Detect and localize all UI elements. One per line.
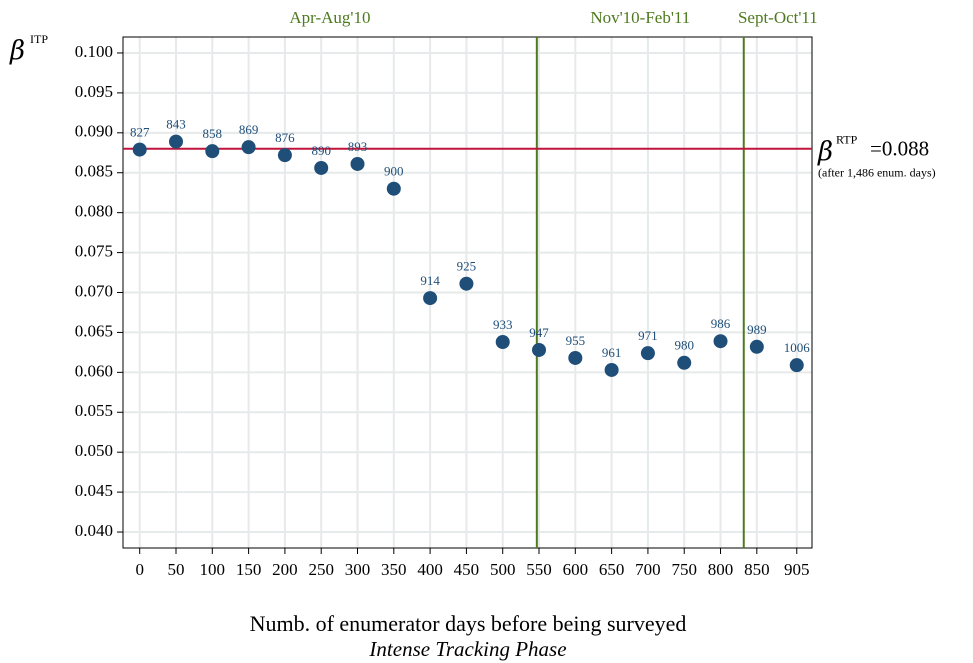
y-axis-label-sup: ITP xyxy=(30,32,48,46)
point xyxy=(532,342,547,357)
x-tick-label: 0 xyxy=(135,560,144,579)
phase-label: Sept-Oct'11 xyxy=(738,8,818,27)
phase-label: Apr-Aug'10 xyxy=(289,8,370,27)
point-label: 914 xyxy=(420,273,440,288)
y-tick-label: 0.040 xyxy=(75,521,113,540)
point-label: 947 xyxy=(529,325,549,340)
point xyxy=(749,339,764,354)
point-label: 858 xyxy=(203,126,223,141)
point xyxy=(604,362,619,377)
x-tick-label: 700 xyxy=(635,560,661,579)
point-label: 961 xyxy=(602,345,622,360)
y-tick-label: 0.100 xyxy=(75,42,113,61)
point xyxy=(640,346,655,361)
x-tick-label: 50 xyxy=(168,560,185,579)
point xyxy=(350,156,365,171)
y-tick-label: 0.065 xyxy=(75,321,113,340)
y-tick-label: 0.070 xyxy=(75,281,113,300)
point xyxy=(386,181,401,196)
y-tick-label: 0.085 xyxy=(75,162,113,181)
point xyxy=(314,160,329,175)
x-tick-label: 800 xyxy=(708,560,734,579)
y-tick-label: 0.095 xyxy=(75,82,113,101)
x-tick-label: 250 xyxy=(308,560,334,579)
x-tick-label: 905 xyxy=(784,560,810,579)
x-tick-label: 500 xyxy=(490,560,516,579)
point-label: 925 xyxy=(457,259,477,274)
point-label: 933 xyxy=(493,317,513,332)
reference-sup: RTP xyxy=(836,133,858,147)
point-label: 989 xyxy=(747,322,767,337)
x-axis-label: Numb. of enumerator days before being su… xyxy=(250,611,687,636)
point xyxy=(713,334,728,349)
point xyxy=(789,358,804,373)
y-tick-label: 0.075 xyxy=(75,241,113,260)
y-tick-label: 0.080 xyxy=(75,202,113,221)
point xyxy=(277,148,292,163)
y-tick-label: 0.045 xyxy=(75,481,113,500)
x-tick-label: 550 xyxy=(526,560,552,579)
x-tick-label: 350 xyxy=(381,560,407,579)
x-tick-label: 150 xyxy=(236,560,262,579)
point xyxy=(423,291,438,306)
y-tick-label: 0.060 xyxy=(75,361,113,380)
subtitle: Intense Tracking Phase xyxy=(368,637,566,661)
y-tick-label: 0.050 xyxy=(75,441,113,460)
point xyxy=(169,134,183,149)
x-tick-label: 850 xyxy=(744,560,770,579)
point xyxy=(677,355,692,370)
point-label: 980 xyxy=(674,338,694,353)
x-tick-label: 750 xyxy=(671,560,697,579)
y-axis-label: β xyxy=(9,36,25,66)
reference-note: (after 1,486 enum. days) xyxy=(818,166,936,180)
point-label: 890 xyxy=(311,143,331,158)
point-label: 843 xyxy=(166,117,186,132)
x-tick-label: 650 xyxy=(599,560,625,579)
point-label: 893 xyxy=(348,139,368,154)
plot-frame xyxy=(122,36,813,549)
point xyxy=(205,144,220,159)
point-label: 955 xyxy=(566,333,586,348)
x-tick-label: 100 xyxy=(200,560,226,579)
y-tick-label: 0.055 xyxy=(75,401,113,420)
point-label: 827 xyxy=(130,125,150,140)
point-label: 971 xyxy=(638,328,658,343)
x-tick-label: 450 xyxy=(454,560,480,579)
reference-label: =0.088 xyxy=(870,137,929,161)
x-tick-label: 400 xyxy=(417,560,443,579)
x-tick-label: 300 xyxy=(345,560,371,579)
point xyxy=(568,350,583,365)
point xyxy=(495,335,510,350)
point-label: 900 xyxy=(384,164,404,179)
point-label: 986 xyxy=(711,316,731,331)
point xyxy=(241,140,256,155)
y-tick-label: 0.090 xyxy=(75,122,113,141)
phase-label: Nov'10-Feb'11 xyxy=(590,8,690,27)
point xyxy=(132,142,147,157)
reference-symbol: β xyxy=(817,137,833,167)
x-tick-label: 200 xyxy=(272,560,298,579)
point-label: 1006 xyxy=(784,340,811,355)
point-label: 876 xyxy=(275,130,295,145)
x-tick-label: 600 xyxy=(563,560,589,579)
point-label: 869 xyxy=(239,122,259,137)
point xyxy=(459,276,474,291)
